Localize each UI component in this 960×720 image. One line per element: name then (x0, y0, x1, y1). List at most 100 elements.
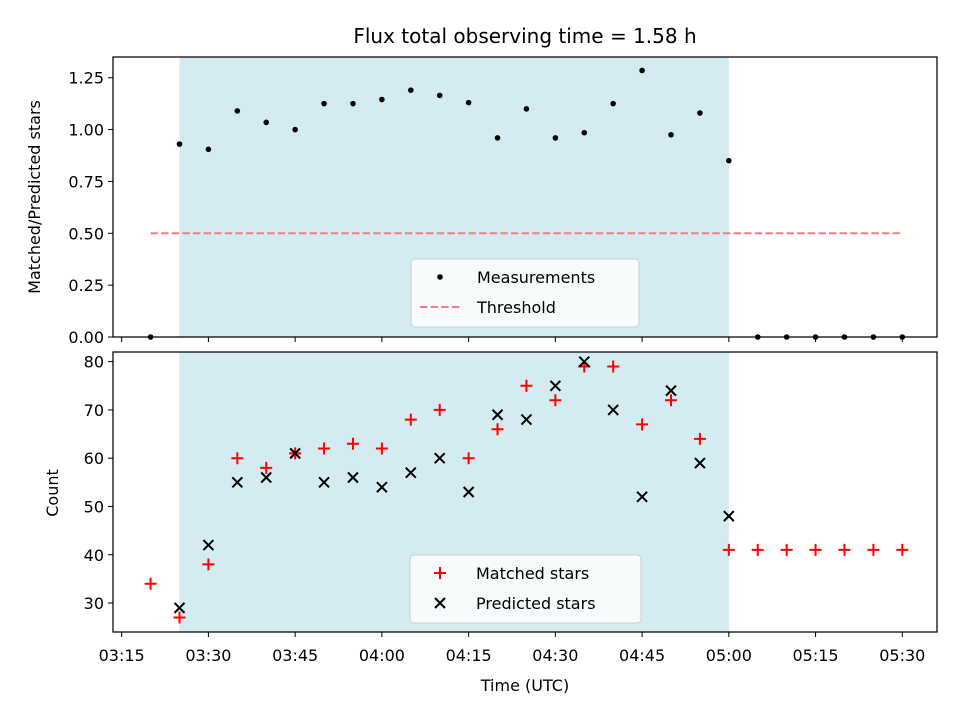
predicted-star-point (607, 404, 619, 416)
measurement-point (407, 87, 414, 93)
matched-star-point (375, 442, 388, 455)
matched-star-point (751, 543, 764, 556)
predicted-star-point (578, 355, 590, 368)
x-tick-label: 03:15 (99, 646, 145, 665)
predicted-star-point (723, 510, 735, 522)
bottom-y-tick-label: 40 (84, 546, 104, 565)
predicted-star-point (549, 380, 562, 392)
legend-measurements-marker (437, 274, 443, 280)
legend-matched-marker (434, 567, 446, 579)
x-tick-label: 04:15 (446, 646, 492, 665)
measurement-point (552, 135, 559, 141)
top-y-tick-label: 0.75 (68, 172, 104, 191)
predicted-star-point (289, 447, 301, 460)
top-y-axis-label: Matched/Predicted stars (25, 100, 44, 294)
bottom-legend-box (409, 554, 642, 624)
predicted-star-point (665, 384, 677, 397)
measurement-point (292, 126, 298, 133)
matched-star-point (144, 577, 157, 590)
bottom-x-ticks: 03:15 03:30 03:45 04:00 04:15 04:30 04:45 05:00… (99, 632, 925, 665)
x-tick-label: 03:45 (272, 646, 318, 665)
predicted-star-point (173, 602, 186, 614)
matched-star-point (433, 403, 446, 416)
legend-predicted-marker (434, 597, 446, 609)
measurement-point (697, 110, 703, 116)
matched-star-point (896, 543, 909, 556)
measurement-point (465, 99, 472, 106)
x-tick-label: 05:00 (706, 646, 752, 665)
predicted-star-point (376, 481, 388, 493)
matched-star-point (809, 543, 822, 556)
bottom-y-tick-label: 50 (84, 497, 104, 516)
bottom-panel: 30 40 50 60 70 80 03:15 03:30 03:45 04:00 04:15 04… (43, 351, 938, 695)
bottom-y-tick-label: 80 (84, 353, 104, 372)
predicted-star-point (434, 452, 446, 464)
bottom-legend: Matched stars Predicted stars (409, 554, 642, 624)
top-y-tick-label: 1.25 (68, 69, 104, 88)
measurement-point (321, 100, 327, 107)
matched-star-point (780, 543, 793, 556)
matched-star-point (867, 543, 880, 556)
matched-star-point (202, 558, 215, 571)
x-tick-label: 04:00 (359, 646, 405, 665)
predicted-star-point (202, 539, 215, 551)
top-y-tick-label: 1.00 (68, 121, 104, 140)
top-legend: Measurements Threshold (410, 258, 640, 328)
legend-predicted-label: Predicted stars (476, 594, 596, 613)
matched-star-point (722, 543, 735, 556)
predicted-star-point (694, 457, 706, 469)
measurement-point (379, 96, 385, 103)
predicted-star-point (462, 486, 475, 498)
matched-star-point (520, 379, 533, 392)
matched-star-point (260, 461, 273, 474)
top-panel: 0.00 0.25 0.50 0.75 1.00 1.25 Flux total obse… (25, 24, 938, 347)
matched-star-point (318, 442, 331, 455)
measurement-point (668, 131, 674, 138)
bottom-y-tick-label: 60 (84, 449, 104, 468)
bottom-y-tick-label: 70 (84, 401, 104, 420)
predicted-stars-points (173, 355, 735, 614)
chart-title: Flux total observing time = 1.58 h (353, 24, 696, 48)
x-tick-label: 04:30 (532, 646, 578, 665)
top-legend-box (410, 258, 640, 328)
measurement-point (436, 92, 443, 99)
measurement-point (639, 67, 645, 74)
predicted-star-point (520, 413, 533, 426)
legend-threshold-label: Threshold (476, 298, 556, 317)
predicted-star-point (636, 491, 648, 503)
top-x-ticks (121, 337, 903, 342)
matched-star-point (173, 611, 186, 624)
predicted-star-point (491, 409, 504, 421)
measurement-point (176, 141, 183, 147)
measurement-point (263, 119, 270, 126)
top-y-ticks: 0.00 0.25 0.50 0.75 1.00 1.25 (68, 69, 113, 347)
predicted-star-point (347, 471, 359, 484)
matched-star-point (838, 543, 851, 556)
top-axes-frame (112, 56, 938, 338)
matched-stars-points (144, 360, 909, 624)
predicted-star-point (405, 466, 417, 479)
bottom-y-tick-label: 30 (84, 594, 104, 613)
bottom-y-axis-label: Count (43, 469, 62, 517)
measurement-point (494, 135, 501, 141)
bottom-y-ticks: 30 40 50 60 70 80 (84, 353, 113, 613)
top-y-tick-label: 0.00 (68, 328, 104, 347)
x-tick-label: 05:15 (793, 646, 839, 665)
measurement-point (234, 108, 241, 114)
predicted-star-point (318, 476, 330, 489)
x-tick-label: 03:30 (185, 646, 231, 665)
matched-star-point (549, 394, 562, 407)
matched-star-point (636, 418, 649, 431)
predicted-star-point (260, 471, 272, 484)
matched-star-point (607, 360, 620, 373)
measurement-point (350, 100, 356, 107)
matched-star-point (491, 423, 504, 436)
x-tick-label: 04:45 (619, 646, 665, 665)
top-y-tick-label: 0.25 (68, 276, 104, 295)
measurement-point (523, 106, 530, 112)
measurement-point (205, 146, 212, 153)
bottom-axes-frame (112, 351, 938, 633)
x-tick-label: 05:30 (879, 646, 925, 665)
measurement-point (581, 129, 588, 136)
